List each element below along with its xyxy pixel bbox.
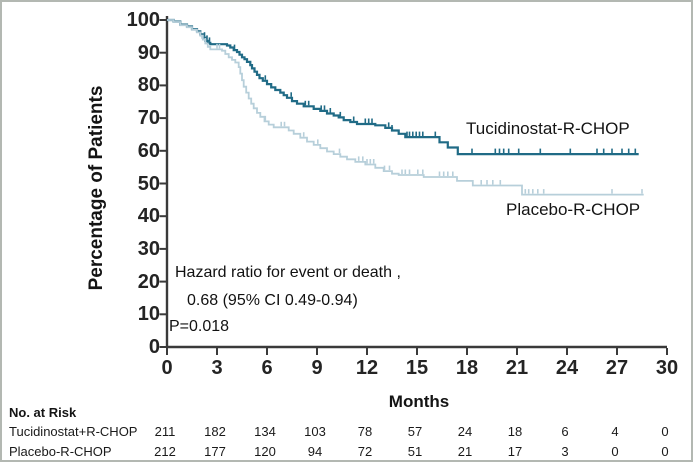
risk-value-row1-m3: 177: [204, 444, 226, 459]
hazard-ratio-annotation-line1: Hazard ratio for event or death ,: [175, 264, 401, 281]
series-curve-0: [167, 18, 639, 156]
risk-value-row0-m6: 134: [254, 424, 276, 439]
hazard-ratio-annotation-line2: 0.68 (95% CI 0.49-0.94): [187, 292, 358, 309]
y-tick-label-0: 0: [148, 336, 160, 358]
risk-value-row0-m12: 78: [357, 424, 373, 439]
risk-value-row0-m18: 24: [457, 424, 473, 439]
risk-value-row1-m30: 0: [661, 444, 669, 459]
y-tick-label-10: 10: [137, 303, 160, 326]
x-tick-label-12: 12: [355, 357, 379, 379]
risk-value-row1-m15: 51: [407, 444, 423, 459]
y-tick-label-50: 50: [137, 172, 160, 195]
y-tick-label-100: 100: [126, 9, 160, 31]
x-tick-label-21: 21: [505, 357, 529, 379]
risk-value-row1-m12: 72: [357, 444, 373, 459]
p-value-annotation: P=0.018: [169, 318, 230, 335]
risk-table-title: No. at Risk: [9, 405, 77, 420]
y-tick-label-70: 70: [137, 107, 160, 130]
y-tick-label-80: 80: [137, 74, 160, 97]
x-tick-label-18: 18: [455, 357, 479, 379]
y-axis-title: Percentage of Patients: [86, 85, 107, 291]
x-tick-label-0: 0: [161, 357, 173, 379]
x-tick-label-9: 9: [311, 357, 323, 379]
risk-value-row0-m3: 182: [204, 424, 226, 439]
risk-value-row0-m24: 6: [561, 424, 569, 439]
risk-value-row1-m6: 120: [254, 444, 276, 459]
y-tick-label-40: 40: [137, 205, 160, 228]
x-tick-label-3: 3: [211, 357, 223, 379]
x-tick-label-27: 27: [605, 357, 629, 379]
risk-value-row0-m0: 211: [154, 424, 176, 439]
y-tick-label-60: 60: [137, 139, 160, 162]
risk-row-label-tucidinostat: Tucidinostat+R-CHOP: [9, 424, 138, 439]
x-tick-label-15: 15: [405, 357, 429, 379]
risk-value-row1-m9: 94: [307, 444, 323, 459]
risk-value-row0-m15: 57: [407, 424, 423, 439]
risk-value-row1-m0: 212: [154, 444, 176, 459]
y-tick-label-30: 30: [137, 237, 160, 260]
risk-value-row1-m21: 17: [507, 444, 523, 459]
x-tick-label-24: 24: [555, 357, 579, 379]
risk-value-row0-m27: 4: [611, 424, 619, 439]
risk-value-row1-m27: 0: [611, 444, 619, 459]
series-label-tucidinostat: Tucidinostat-R-CHOP: [466, 119, 630, 138]
x-axis-title: Months: [388, 392, 450, 411]
risk-value-row1-m18: 21: [457, 444, 473, 459]
risk-value-row0-m9: 103: [304, 424, 326, 439]
risk-row-label-placebo: Placebo-R-CHOP: [9, 444, 112, 459]
risk-value-row0-m21: 18: [507, 424, 523, 439]
series-curve-1: [167, 19, 644, 196]
risk-value-row0-m30: 0: [661, 424, 669, 439]
risk-value-row1-m24: 3: [561, 444, 569, 459]
x-tick-label-30: 30: [655, 357, 679, 379]
y-tick-label-90: 90: [137, 41, 160, 64]
series-label-placebo: Placebo-R-CHOP: [506, 200, 641, 219]
x-tick-label-6: 6: [261, 357, 273, 379]
y-tick-label-20: 20: [137, 270, 160, 293]
